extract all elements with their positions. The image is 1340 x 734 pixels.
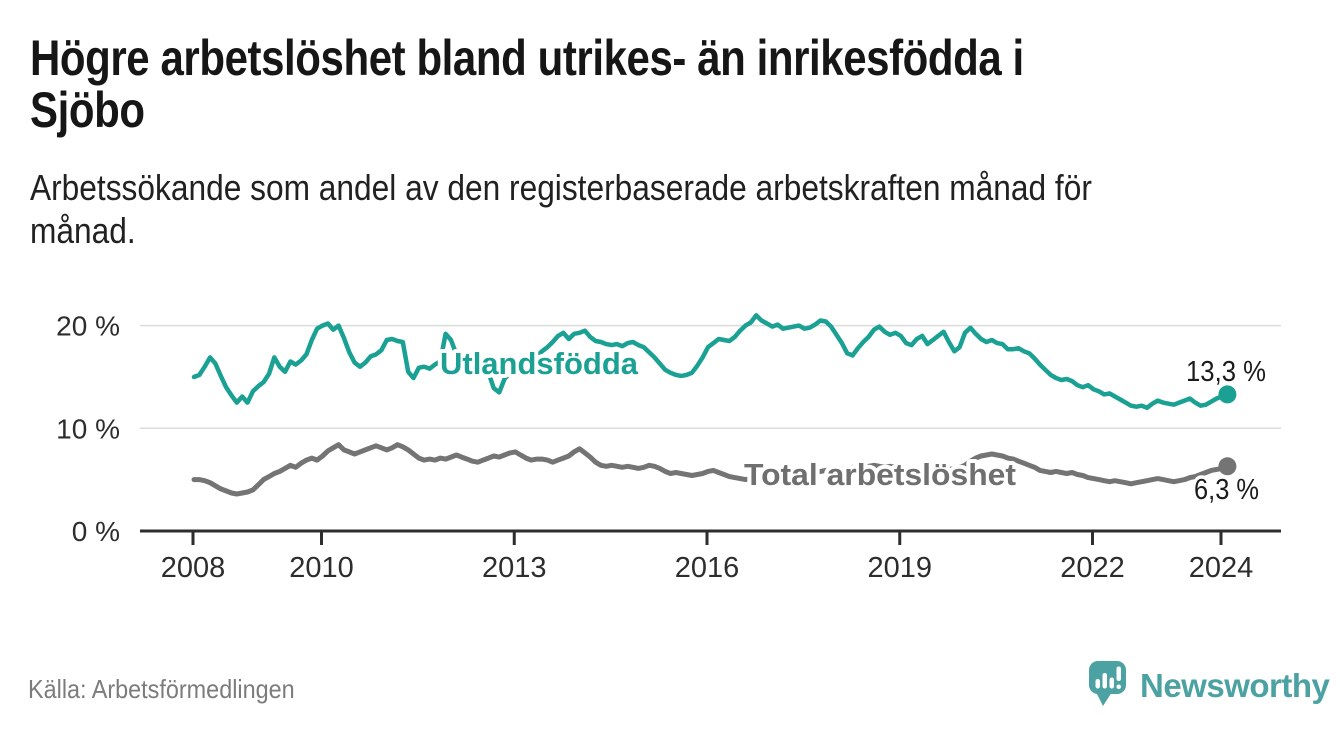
series-path-utlandsfodda <box>191 313 1230 411</box>
end-dot-total <box>1218 457 1237 476</box>
y-tick-label-20: 20 % <box>56 311 120 342</box>
title-line-2: Sjöbo <box>30 82 145 138</box>
x-axis <box>140 529 1281 545</box>
source-note-text: Källa: Arbetsförmedlingen <box>28 674 295 704</box>
series-label-total: Total arbetslöshet <box>744 457 1016 492</box>
page-subtitle: Arbetssökande som andel av den registerb… <box>30 166 1340 252</box>
x-tick-label-2008: 2008 <box>161 552 226 584</box>
series-label-utlandsfodda: Utlandsfödda <box>440 346 639 381</box>
end-dot-utlandsfodda <box>1218 385 1237 404</box>
value-label-total-halo: 6,3 % <box>1194 474 1259 506</box>
value-label-foreign: 13,3 % <box>1186 356 1266 388</box>
x-tick-label-2010: 2010 <box>289 552 354 584</box>
x-tick-label-2013: 2013 <box>482 552 547 584</box>
series-label-total-halo: Total arbetslöshet <box>744 457 1016 492</box>
x-tick-label-2016: 2016 <box>675 552 740 584</box>
newsworthy-speech-bubble-bar-chart-icon <box>1089 661 1126 706</box>
value-label-foreign-halo: 13,3 % <box>1186 356 1266 388</box>
value-label-total: 6,3 % <box>1194 474 1259 506</box>
y-tick-label-10: 10 % <box>56 413 120 444</box>
subtitle-line-1: Arbetssökande som andel av den registerb… <box>30 167 1092 208</box>
x-tick-label-2024: 2024 <box>1189 552 1254 584</box>
x-tick-label-2022: 2022 <box>1060 552 1125 584</box>
y-tick-label-0: 0 % <box>72 516 120 547</box>
source-note: Källa: Arbetsförmedlingen <box>28 674 324 705</box>
x-tick-label-2019: 2019 <box>867 552 932 584</box>
axis-tick-labels: 0 % 10 % 20 % 2008 2010 2013 2016 2019 2022 2024 <box>56 311 1253 584</box>
series-label-utlandsfodda-halo: Utlandsfödda <box>440 346 639 381</box>
newsworthy-logo: Newsworthy <box>1089 661 1330 706</box>
series-lines <box>191 313 1230 497</box>
brand-name: Newsworthy <box>1140 667 1330 704</box>
page-subtitle-text: Arbetssökande som andel av den registerb… <box>30 166 1092 252</box>
page-title: Högre arbetslöshet bland utrikes- än inr… <box>30 32 1340 136</box>
page-title-text: Högre arbetslöshet bland utrikes- än inr… <box>30 32 1024 136</box>
series-end-dots <box>1218 385 1237 476</box>
title-line-1: Högre arbetslöshet bland utrikes- än inr… <box>30 30 1024 86</box>
series-path-total <box>191 442 1230 497</box>
subtitle-line-2: månad. <box>30 210 136 252</box>
